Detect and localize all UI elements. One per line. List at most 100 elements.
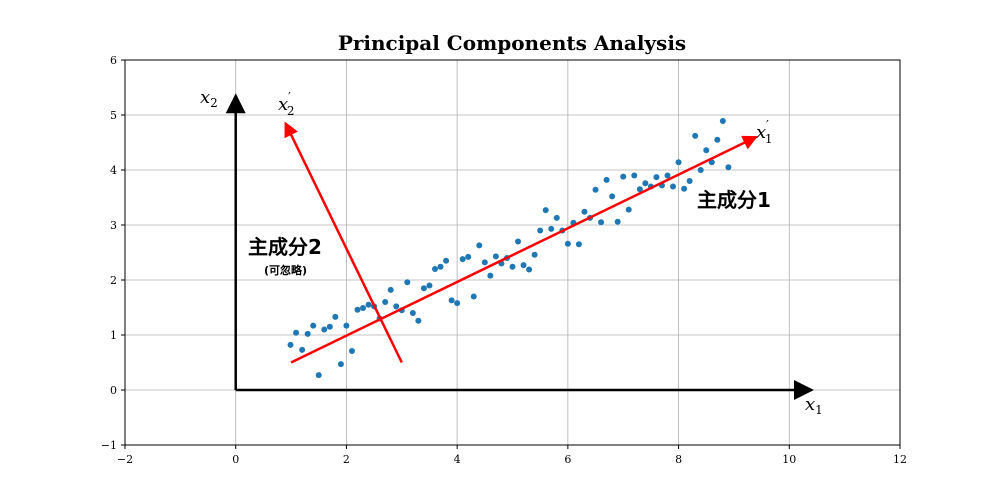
x-tick-label: −2 [117,453,133,466]
data-point [636,186,643,193]
data-point [548,225,555,232]
data-point [437,263,444,270]
data-point [692,132,699,139]
data-point [387,286,394,293]
data-point [293,329,300,336]
x-tick-label: 2 [343,453,350,466]
y-tick-label: 2 [110,274,117,287]
data-point [603,176,610,183]
x-tick-label: 0 [232,453,239,466]
data-point [620,173,627,180]
data-point [703,147,710,154]
plot-frame [124,59,901,446]
data-point [481,259,488,266]
component-2-label: 主成分2 [248,235,322,259]
component-2-arrow [284,121,403,364]
data-point [598,219,605,226]
data-point [299,346,306,353]
y-tick-label: 3 [110,219,117,232]
data-point [409,310,416,316]
data-point [404,279,411,286]
data-point [487,272,494,279]
x-tick-label: 6 [564,453,571,466]
data-point [337,361,344,368]
y-tick-label: −1 [101,439,117,452]
data-point [531,251,538,258]
x-tick-label: 12 [893,453,907,466]
axis-label-x1-prime: x′ 1 [756,118,773,146]
data-point [653,174,660,181]
data-point [326,323,333,330]
original-axes [225,93,814,400]
data-point [509,263,516,270]
data-point [321,326,328,333]
y-tick-label: 1 [110,329,117,342]
data-point [625,206,632,213]
data-point [415,317,422,324]
data-point [675,159,682,166]
data-point [725,164,732,171]
data-point [581,208,588,215]
data-point [526,266,533,273]
component-1-arrow [290,135,758,364]
y-tick-label: 0 [110,384,117,397]
data-point [443,257,450,264]
y-tick-label: 4 [110,164,117,177]
data-point [459,256,466,263]
data-point [592,186,599,193]
data-point [642,180,649,187]
chart-title: Principal Components Analysis [338,31,686,55]
data-point [360,305,367,312]
component-2-note: (可忽略) [264,263,307,277]
data-point [686,178,693,184]
y-tick-label: 6 [110,54,117,67]
data-point [564,240,571,247]
axis-label-x2-prime: x′ 2 [278,90,295,118]
data-point [714,136,721,143]
data-point [310,322,317,329]
data-point [697,167,704,173]
data-point [448,297,455,304]
data-point [304,330,311,337]
data-point [664,172,671,179]
data-point [575,241,582,248]
data-point [315,372,322,379]
data-point [614,218,621,225]
data-point [719,118,726,125]
data-point [382,299,389,305]
data-point [332,313,339,320]
axis-label-x2: x2 [200,87,218,110]
axis-label-x1: x1 [805,394,823,417]
data-point [537,227,544,234]
data-point [681,185,688,192]
data-point [515,238,522,245]
data-points [287,118,732,379]
data-point [542,207,549,214]
data-point [432,266,438,272]
x-tick-label: 8 [675,453,682,466]
data-point [708,159,715,166]
data-point [631,172,638,179]
data-point [476,242,483,249]
component-1-label: 主成分1 [697,188,771,212]
principal-components [284,121,758,364]
x-tick-label: 4 [454,453,461,466]
data-point [492,253,499,260]
data-point [426,282,433,289]
data-point [365,301,372,308]
data-point [520,262,527,269]
data-point [670,183,677,190]
data-point [287,341,294,348]
y-tick-label: 5 [110,109,117,122]
data-point [465,253,472,260]
data-point [470,293,477,300]
data-point [609,193,616,200]
x-tick-label: 10 [782,453,796,466]
data-point [553,214,560,221]
grid [124,59,901,446]
data-point [354,306,361,313]
data-point [348,347,355,354]
